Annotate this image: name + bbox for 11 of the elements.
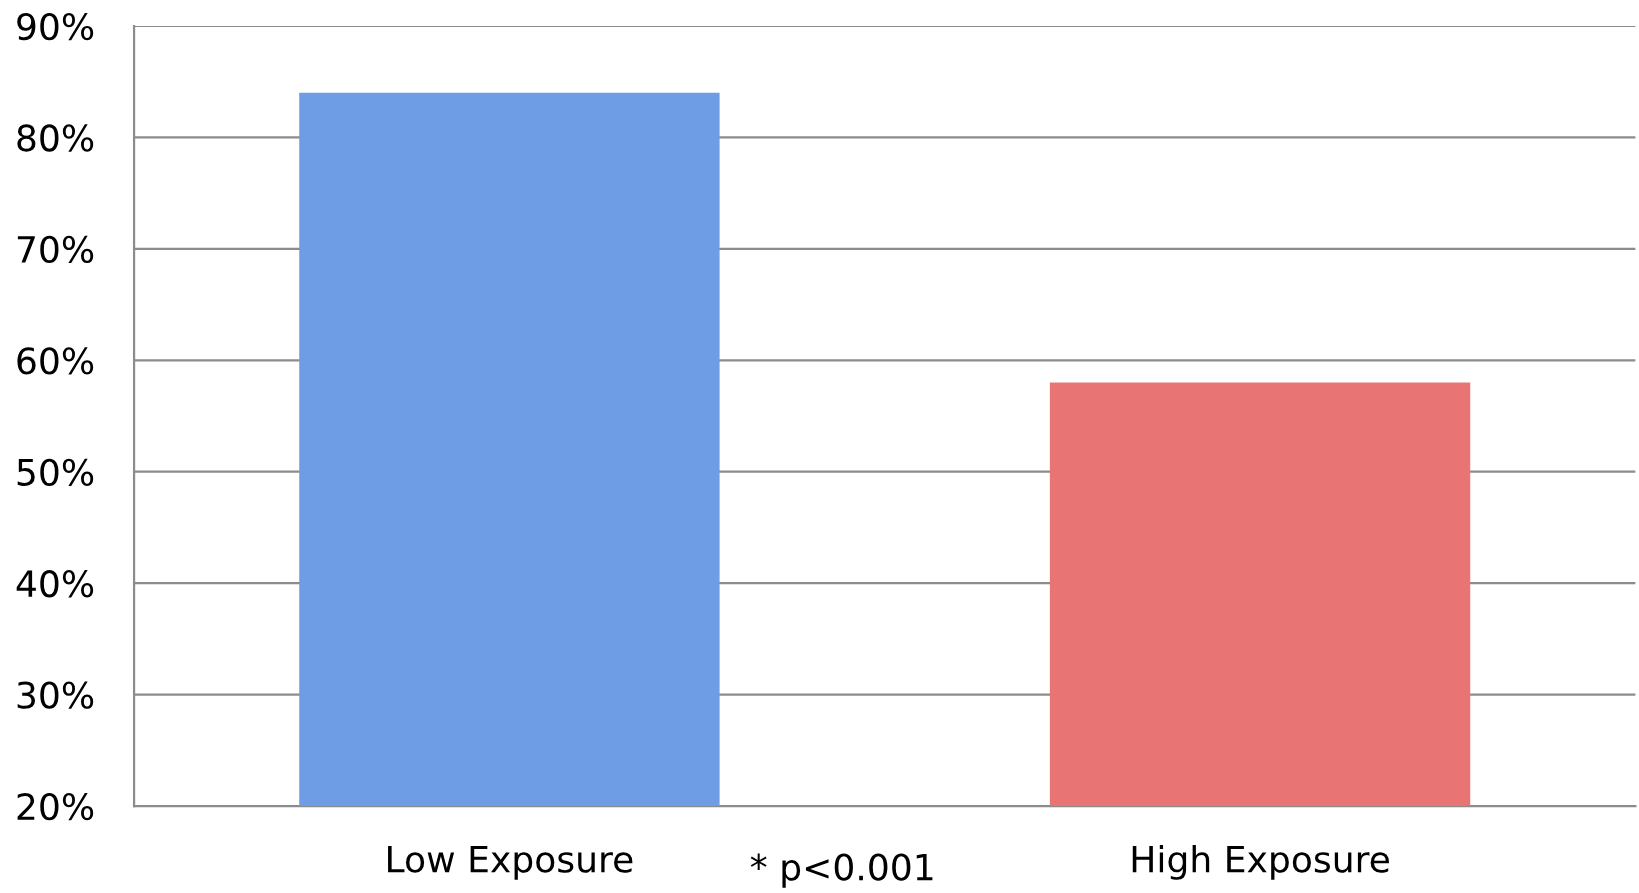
y-tick-label: 40% bbox=[16, 570, 94, 598]
y-tick-label: 60% bbox=[17, 347, 94, 375]
text: * p<0.001 bbox=[750, 853, 933, 888]
y-tick-label: 80% bbox=[17, 124, 94, 152]
y-tick-label: 70% bbox=[17, 235, 94, 264]
y-tick-label: 20% bbox=[17, 792, 94, 821]
x-tick-label: High Exposure bbox=[1132, 844, 1389, 880]
y-tick-label: 30% bbox=[17, 681, 94, 709]
y-tick-label: 90% bbox=[17, 12, 94, 41]
x-tick-label: Low Exposure bbox=[388, 846, 633, 880]
y-tick-label: 50% bbox=[17, 458, 94, 486]
